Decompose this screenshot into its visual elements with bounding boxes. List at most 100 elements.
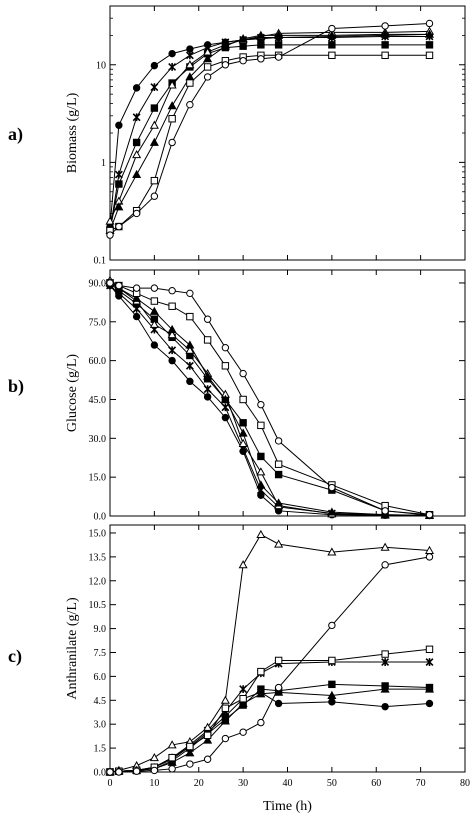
data-point xyxy=(274,41,283,49)
data-point xyxy=(327,30,337,39)
data-point xyxy=(132,767,141,775)
data-point xyxy=(424,29,435,38)
data-point xyxy=(257,452,265,461)
data-point xyxy=(167,330,177,339)
data-point xyxy=(220,695,230,704)
data-point xyxy=(186,45,194,53)
data-point xyxy=(114,170,123,179)
data-point xyxy=(203,393,212,401)
data-point xyxy=(167,324,177,334)
x-tick-label: 60 xyxy=(371,778,381,789)
data-point xyxy=(380,29,390,38)
data-point xyxy=(274,656,283,665)
data-point xyxy=(115,768,123,776)
y-tick-label: 15.0 xyxy=(89,473,107,484)
data-point xyxy=(274,460,283,468)
data-point xyxy=(381,507,389,515)
panel-label: b) xyxy=(8,376,24,397)
data-point xyxy=(185,51,194,60)
data-point xyxy=(203,385,212,394)
y-tick-label: 0.0 xyxy=(94,512,107,523)
data-point xyxy=(106,279,114,287)
data-point xyxy=(150,176,159,185)
data-point xyxy=(239,728,247,736)
x-tick-label: 50 xyxy=(327,778,337,789)
data-point xyxy=(132,84,141,92)
data-point xyxy=(327,547,337,556)
data-point xyxy=(132,209,141,218)
y-tick-label: 0.0 xyxy=(94,768,107,779)
series-open-circle xyxy=(106,279,434,519)
data-point xyxy=(257,400,265,409)
series-filled-square xyxy=(106,279,434,519)
data-point xyxy=(256,529,266,539)
data-point xyxy=(425,645,434,653)
data-point xyxy=(132,138,141,147)
data-point xyxy=(239,419,247,427)
data-point xyxy=(114,202,124,211)
data-point xyxy=(425,51,434,60)
data-point xyxy=(328,698,336,706)
data-point xyxy=(328,51,336,60)
data-point xyxy=(203,63,212,71)
chart-panel-1: 0.1 1 10 Biomass (g/L) a) xyxy=(8,5,466,267)
data-point xyxy=(256,689,266,698)
x-axis-label: Time (h) xyxy=(263,799,312,814)
y-tick-label: 1.5 xyxy=(94,744,107,755)
data-point xyxy=(185,340,195,349)
chart-panel-3: 0 10 20 30 40 50 60 70 80 0.0 1.5 3.0 4.5 6.0 7.5 9.0 10… xyxy=(8,524,470,814)
data-point xyxy=(274,498,284,507)
data-point xyxy=(186,289,194,298)
y-tick-label: 30.0 xyxy=(89,434,107,445)
data-point xyxy=(274,53,283,61)
data-point xyxy=(150,83,159,92)
data-point xyxy=(150,766,159,775)
data-point xyxy=(115,281,123,290)
data-point xyxy=(381,41,389,49)
data-point xyxy=(105,216,115,225)
data-point xyxy=(328,656,336,665)
series-filled-triangle xyxy=(105,278,435,519)
series-line xyxy=(109,285,430,516)
series-open-square xyxy=(106,279,434,519)
y-tick-label: 10.5 xyxy=(89,600,107,611)
data-point xyxy=(221,403,230,412)
data-point xyxy=(425,553,434,561)
data-point xyxy=(257,667,265,676)
data-point xyxy=(168,356,176,365)
data-point xyxy=(328,680,336,689)
data-point xyxy=(274,683,283,692)
data-point xyxy=(238,438,248,447)
data-point xyxy=(150,192,159,200)
data-point xyxy=(425,511,434,519)
data-point xyxy=(220,716,230,725)
series-line xyxy=(109,35,430,231)
plot-frame xyxy=(109,269,466,517)
data-point xyxy=(149,319,159,328)
x-tick-label: 70 xyxy=(416,778,426,789)
data-point xyxy=(238,560,248,569)
series-open-circle xyxy=(106,19,434,239)
y-tick-label: 12.0 xyxy=(89,576,107,587)
data-point xyxy=(327,690,337,699)
chart-panel-2: 0.0 15.0 30.0 45.0 60.0 75.0 90.0 Glucose (g/L)… xyxy=(8,269,466,523)
data-point xyxy=(106,231,114,239)
series-open-circle xyxy=(106,553,434,776)
data-point xyxy=(203,315,212,323)
data-point xyxy=(132,312,141,321)
y-tick-label: 60.0 xyxy=(89,356,107,367)
data-point xyxy=(221,61,230,69)
x-tick-label: 20 xyxy=(194,778,204,789)
series-line xyxy=(110,556,430,773)
data-point xyxy=(167,80,177,89)
data-point xyxy=(425,19,434,28)
y-tick-label: 7.5 xyxy=(94,648,107,659)
data-point xyxy=(185,345,195,354)
data-point xyxy=(150,284,159,292)
data-point xyxy=(149,752,159,762)
data-point xyxy=(328,483,336,492)
data-point xyxy=(274,437,283,445)
data-point xyxy=(256,480,266,489)
data-point xyxy=(221,413,230,422)
series-line xyxy=(109,533,430,773)
